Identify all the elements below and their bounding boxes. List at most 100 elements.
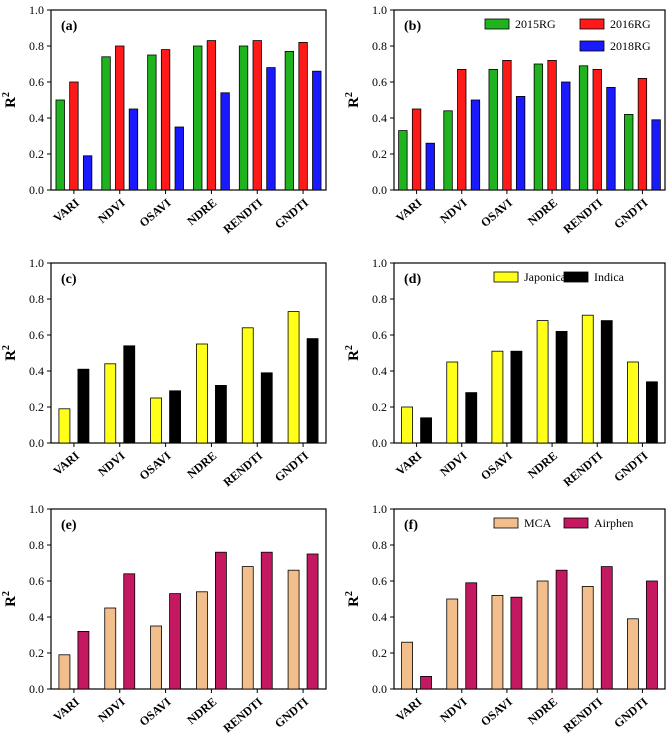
- bar-2015rg-rendti: [578, 65, 589, 191]
- bar-2018rg-ndvi: [128, 108, 139, 191]
- y-tick-label: 0.0: [29, 436, 44, 450]
- legend-swatch-mca: [493, 517, 519, 529]
- panel-label: (b): [404, 19, 421, 34]
- bar-japonica-ndre: [536, 320, 549, 444]
- bar-airphen-vari: [420, 676, 432, 690]
- bar-airphen-rendti: [260, 551, 273, 690]
- bar-2015rg-ndre: [533, 63, 544, 191]
- bar-2018rg-ndvi: [470, 99, 481, 191]
- y-tick-label: 0.8: [372, 292, 387, 306]
- plot-frame: [50, 9, 327, 191]
- bar-2015rg-osavi: [147, 54, 157, 191]
- bar-indica-rendti: [600, 320, 613, 444]
- legend: 2015RG 2016RG 2018RG: [484, 17, 651, 53]
- legend-label: 2015RG: [515, 17, 556, 31]
- bar-airphen-gndti: [306, 553, 319, 690]
- x-tick-label: OSAVI: [137, 694, 174, 728]
- bar-japonica-ndre: [196, 343, 208, 444]
- y-axis-title-superscript: 2: [344, 92, 355, 97]
- bar-airphen-osavi: [510, 596, 523, 690]
- x-tick-label: NDVI: [437, 195, 470, 226]
- y-tick-label: 1.0: [29, 3, 44, 17]
- x-tick-label: OSAVI: [137, 448, 174, 482]
- y-tick-label: 1.0: [29, 256, 44, 270]
- x-tick-label: OSAVI: [478, 694, 515, 728]
- y-tick-label: 0.4: [29, 111, 44, 125]
- y-tick-label: 0.0: [29, 682, 44, 696]
- plot-frame: [50, 262, 327, 444]
- bar-2016rg-ndvi: [115, 45, 125, 191]
- y-axis-title-superscript: 2: [344, 345, 355, 350]
- bar-mca-gndti: [287, 569, 300, 690]
- bar-airphen-gndti: [646, 580, 658, 690]
- y-tick-label: 0.2: [29, 646, 44, 660]
- bar-2018rg-vari: [425, 142, 435, 191]
- legend: MCA Airphen: [493, 516, 633, 530]
- bar-mca-rendti: [241, 566, 254, 690]
- y-axis-title-superscript: 2: [1, 591, 12, 596]
- bar-indica-ndvi: [465, 392, 478, 444]
- bar-mca-ndvi: [446, 598, 459, 690]
- x-tick-label: VARI: [393, 195, 425, 225]
- bar-2015rg-ndre: [193, 45, 203, 191]
- bar-indica-rendti: [260, 372, 273, 444]
- y-tick-label: 0.2: [372, 646, 387, 660]
- y-tick-label: 0.8: [29, 538, 44, 552]
- x-tick-label: OSAVI: [137, 195, 174, 229]
- bar-2018rg-gndti: [312, 70, 322, 191]
- bar-airphen-ndvi: [123, 573, 136, 690]
- bar-japonica-rendti: [581, 314, 594, 444]
- legend-swatch-japonica: [493, 271, 519, 283]
- bar-2015rg-osavi: [488, 69, 498, 191]
- x-tick-label: GNDTI: [272, 694, 311, 730]
- chart-panel-c: 0.0 0.2 0.4 0.6 0.8 1.0 R2 (c) VARI NDVI OSAVI NDRE…: [1, 256, 327, 489]
- chart-panel-b: 0.0 0.2 0.4 0.6 0.8 1.0 R2 (b) VARI NDVI OSAVI NDRE…: [344, 3, 666, 236]
- legend-label: Japonica: [524, 270, 567, 284]
- bar-2018rg-vari: [82, 155, 93, 191]
- y-axis-title: R2: [1, 92, 19, 108]
- y-axis-title: R2: [1, 591, 19, 607]
- legend-swatch-2018rg: [579, 40, 605, 52]
- bar-indica-gndti: [646, 381, 658, 444]
- x-tick-label: RENDTI: [560, 195, 605, 236]
- x-tick-label: GNDTI: [272, 448, 311, 484]
- x-tick-label: NDRE: [525, 695, 560, 728]
- x-tick-label: NDVI: [95, 448, 128, 479]
- legend-label: Airphen: [594, 516, 633, 530]
- panel-label: (e): [61, 518, 77, 533]
- bar-2015rg-vari: [55, 99, 65, 191]
- y-tick-label: 0.4: [29, 610, 44, 624]
- y-axis-title: R2: [344, 345, 362, 361]
- bar-indica-ndvi: [123, 345, 136, 444]
- bar-2016rg-vari: [411, 108, 422, 191]
- x-tick-label: GNDTI: [611, 694, 650, 730]
- x-tick-label: RENDTI: [560, 694, 605, 735]
- x-tick-label: RENDTI: [220, 195, 265, 236]
- bar-indica-osavi: [169, 390, 181, 444]
- bar-indica-ndre: [555, 330, 568, 444]
- y-axis-title-base: R: [346, 350, 362, 361]
- legend-label: 2018RG: [610, 39, 651, 53]
- bar-airphen-ndre: [555, 569, 568, 690]
- y-tick-label: 0.4: [29, 364, 44, 378]
- bar-indica-ndre: [215, 384, 227, 444]
- bar-mca-osavi: [150, 625, 162, 690]
- bar-japonica-vari: [401, 406, 413, 444]
- y-axis-title-base: R: [346, 97, 362, 108]
- legend: Japonica Indica: [493, 270, 625, 284]
- y-tick-label: 0.4: [372, 610, 387, 624]
- bar-mca-gndti: [627, 618, 639, 690]
- x-tick-label: VARI: [51, 448, 83, 478]
- panel-label: (c): [61, 272, 77, 287]
- y-tick-label: 0.6: [372, 328, 387, 342]
- x-tick-label: NDRE: [184, 695, 219, 728]
- y-axis-title-superscript: 2: [1, 345, 12, 350]
- y-tick-label: 0.0: [372, 436, 387, 450]
- bar-airphen-rendti: [600, 566, 613, 690]
- x-tick-label: RENDTI: [560, 448, 605, 489]
- bar-2015rg-ndvi: [443, 110, 453, 191]
- bar-2016rg-gndti: [637, 78, 648, 191]
- bar-2016rg-ndre: [547, 60, 557, 191]
- chart-panel-e: 0.0 0.2 0.4 0.6 0.8 1.0 R2 (e) VARI NDVI OSAVI NDRE…: [1, 502, 327, 735]
- y-tick-label: 0.6: [29, 328, 44, 342]
